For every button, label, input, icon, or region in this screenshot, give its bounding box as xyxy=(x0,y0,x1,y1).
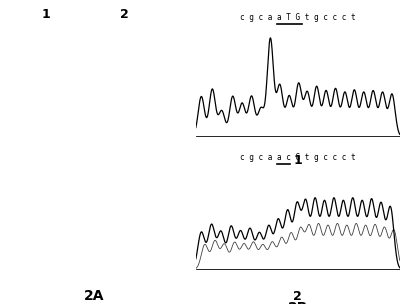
FancyBboxPatch shape xyxy=(131,113,139,169)
Text: c g c a a T G t g c c c t: c g c a a T G t g c c c t xyxy=(240,13,356,22)
Text: 2: 2 xyxy=(293,290,302,303)
FancyBboxPatch shape xyxy=(137,232,143,240)
FancyBboxPatch shape xyxy=(33,43,45,49)
FancyBboxPatch shape xyxy=(39,65,49,71)
FancyBboxPatch shape xyxy=(109,43,120,49)
Text: 2B: 2B xyxy=(288,301,308,304)
Text: 1: 1 xyxy=(42,8,50,21)
FancyBboxPatch shape xyxy=(102,112,120,170)
FancyBboxPatch shape xyxy=(114,65,125,71)
FancyBboxPatch shape xyxy=(37,51,48,56)
Text: 2: 2 xyxy=(120,8,129,21)
FancyBboxPatch shape xyxy=(36,73,45,78)
FancyBboxPatch shape xyxy=(26,231,35,241)
Text: 1: 1 xyxy=(293,154,302,167)
FancyBboxPatch shape xyxy=(50,113,59,169)
FancyBboxPatch shape xyxy=(113,51,123,56)
FancyBboxPatch shape xyxy=(112,73,120,78)
Text: c g c a a c G t g c c c t: c g c a a c G t g c c c t xyxy=(240,153,356,162)
Text: 2A: 2A xyxy=(84,289,104,303)
FancyBboxPatch shape xyxy=(42,81,49,85)
FancyBboxPatch shape xyxy=(33,58,42,64)
FancyBboxPatch shape xyxy=(109,58,117,64)
FancyBboxPatch shape xyxy=(21,112,40,170)
FancyBboxPatch shape xyxy=(110,229,123,243)
